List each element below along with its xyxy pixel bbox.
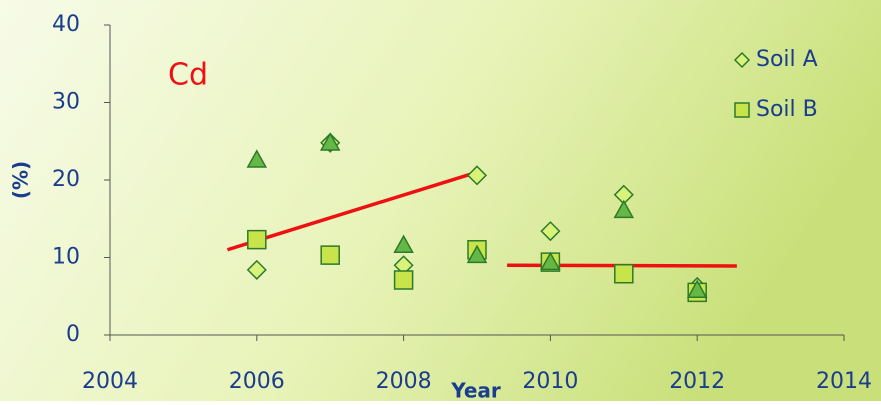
x-tick-label: 2012 — [669, 369, 725, 394]
trend-line — [226, 172, 473, 252]
marker — [246, 149, 268, 168]
x-axis-label: Year — [450, 379, 501, 402]
x-tick-label: 2014 — [816, 369, 872, 394]
marker — [540, 221, 561, 242]
x-tick-label: 2010 — [522, 369, 578, 394]
x-tick-label: 2004 — [82, 369, 138, 394]
x-tick-label: 2006 — [229, 369, 285, 394]
legend-marker — [733, 51, 751, 69]
marker — [466, 165, 488, 186]
legend-label: Soil B — [756, 97, 818, 122]
marker — [466, 244, 488, 264]
marker — [613, 199, 635, 219]
y-axis-label: (%) — [9, 161, 33, 199]
y-tick-label: 20 — [52, 167, 80, 192]
legend-label: Soil A — [756, 47, 818, 72]
x-tick-label: 2008 — [376, 369, 432, 394]
marker — [393, 234, 414, 254]
marker — [246, 259, 267, 280]
legend-marker — [734, 102, 750, 118]
marker — [393, 270, 414, 290]
annotation: Cd — [168, 58, 208, 93]
y-tick-label: 10 — [52, 245, 80, 270]
marker — [540, 251, 561, 271]
marker — [686, 279, 708, 298]
marker — [247, 229, 267, 250]
marker — [319, 132, 341, 151]
y-tick-label: 30 — [52, 90, 80, 115]
marker — [320, 245, 340, 265]
marker — [614, 264, 634, 284]
y-tick-label: 0 — [66, 322, 80, 347]
y-tick-label: 40 — [52, 12, 80, 37]
